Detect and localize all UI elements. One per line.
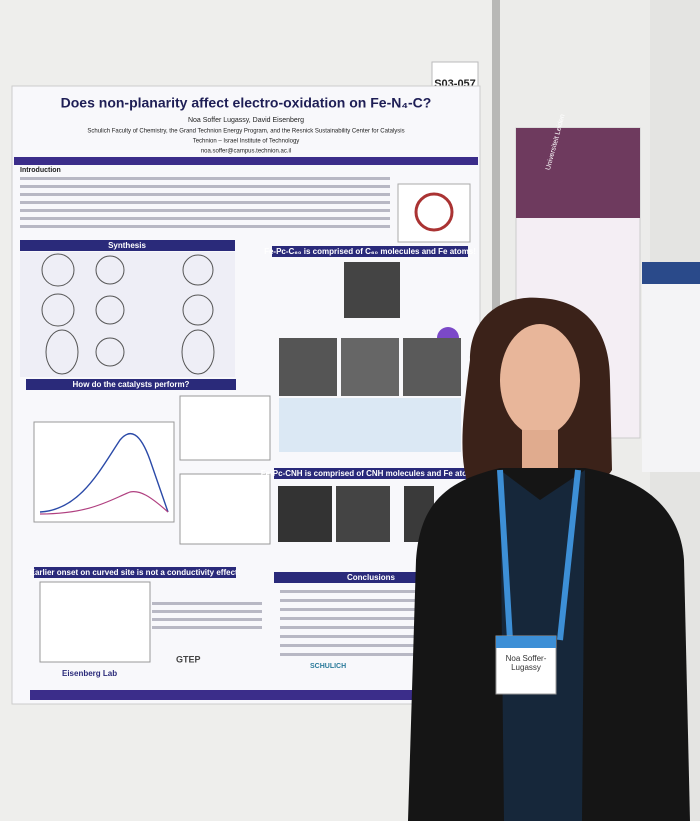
section-heading: Introduction [20, 167, 61, 174]
logo: GTEP [176, 654, 201, 664]
cv-plot [33, 421, 175, 523]
stem-image [403, 338, 461, 396]
section-heading: How do the catalysts perform? [73, 380, 190, 389]
caption-lines [152, 602, 262, 629]
badge-name: Noa Soffer-Lugassy [505, 654, 547, 672]
cv-curve [39, 491, 169, 515]
section-heading: Fe-Pc-CNH is comprised of CNH molecules … [261, 469, 482, 478]
section-heading: Earlier onset on curved site is not a co… [30, 568, 241, 577]
stem-image [341, 338, 399, 396]
plot [39, 581, 151, 663]
stem-image [336, 486, 390, 542]
intro-band [14, 157, 478, 165]
plot [179, 395, 271, 461]
footer-band [30, 690, 422, 700]
heading-bar [272, 246, 468, 257]
cv-curve [39, 432, 169, 513]
stem-image [344, 262, 400, 318]
heading-bar [34, 567, 236, 578]
stem-image [278, 486, 332, 542]
neck [522, 430, 558, 470]
molecule-drawings [41, 253, 215, 375]
badge-header [496, 636, 556, 648]
face [500, 324, 580, 436]
heading-bar [274, 572, 468, 583]
lanyard [497, 469, 581, 641]
molecule-icon [414, 192, 454, 232]
section-heading: Synthesis [108, 241, 146, 250]
neighbor-header [516, 128, 640, 218]
section-heading: Conclusions [347, 573, 396, 582]
neighbor-header-2 [642, 262, 700, 284]
logo: Eisenberg Lab [62, 669, 117, 678]
badge-name-box: Noa Soffer-Lugassy [505, 654, 547, 672]
poster-authors: Noa Soffer Lugassy, David Eisenberg [188, 117, 304, 124]
poster-title: Does non-planarity affect electro-oxidat… [61, 95, 432, 111]
heading-bar [274, 468, 468, 479]
poster-affiliation: Schulich Faculty of Chemistry, the Grand… [87, 129, 404, 135]
section-heading: Fe-Pc-C₆₀ is comprised of C₆₀ molecules … [264, 247, 476, 256]
neighbor-poster-2 [642, 262, 700, 472]
stem-image [279, 338, 337, 396]
poster-email: noa.soffer@campus.technion.ac.il [201, 149, 291, 155]
heading-bar [20, 240, 235, 251]
poster-institution: Technion – Israel Institute of Technolog… [193, 139, 300, 145]
plot [179, 473, 271, 545]
eds-plots [279, 398, 461, 452]
logo: SCHULICH [310, 663, 346, 670]
intro-text-lines [20, 177, 390, 228]
conclusion-lines [280, 590, 420, 656]
synthesis-panel [20, 252, 235, 377]
heading-bar [26, 379, 236, 390]
